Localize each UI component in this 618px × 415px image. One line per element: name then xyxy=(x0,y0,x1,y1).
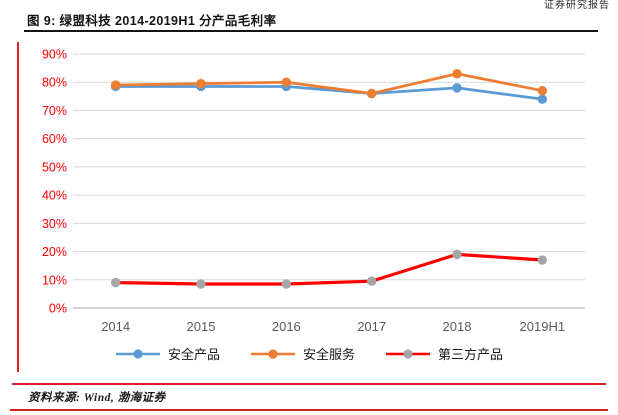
data-point xyxy=(366,88,377,99)
y-axis-tick-label: 10% xyxy=(42,273,67,287)
data-point xyxy=(281,77,292,87)
y-axis-tick-label: 40% xyxy=(42,189,67,203)
data-point xyxy=(281,279,292,289)
legend-swatch xyxy=(115,348,160,359)
legend-item: 安全产品 xyxy=(115,344,220,363)
data-point xyxy=(110,80,121,90)
x-axis-tick-label: 2018 xyxy=(443,319,472,334)
y-axis-tick-label: 0% xyxy=(49,302,67,316)
data-point xyxy=(537,255,548,265)
footer-divider-bottom xyxy=(10,409,608,411)
data-point xyxy=(537,94,548,104)
chart-legend: 安全产品 安全服务 第三方产品 xyxy=(0,344,618,363)
gross-margin-line-chart: 0% 10% 20% 30% 40% 50% 60% 70% 80% 90% 2014 2015 201… xyxy=(42,48,585,334)
data-point xyxy=(452,69,462,79)
source-note: 资料来源: Wind, 渤海证券 xyxy=(28,392,166,404)
legend-label: 第三方产品 xyxy=(438,347,504,362)
figure-left-border xyxy=(17,42,19,372)
legend-swatch xyxy=(250,348,295,359)
legend-swatch xyxy=(386,348,430,359)
data-point xyxy=(110,277,121,288)
legend-label: 安全产品 xyxy=(167,347,220,362)
series-line xyxy=(114,252,544,286)
page-header-fragment: 证券研究报告 xyxy=(544,0,610,11)
x-axis-tick-label: 2019H1 xyxy=(520,319,566,334)
y-axis-tick-label: 80% xyxy=(42,76,67,90)
y-axis-tick-label: 60% xyxy=(42,132,67,146)
x-axis-tick-label: 2014 xyxy=(101,319,130,334)
data-point xyxy=(452,249,462,260)
data-point xyxy=(196,78,206,89)
figure-title: 图 9: 绿盟科技 2014-2019H1 分产品毛利率 xyxy=(27,14,277,28)
y-axis-tick-label: 90% xyxy=(42,48,67,62)
data-point xyxy=(196,279,206,289)
legend-item: 第三方产品 xyxy=(385,344,503,363)
data-point xyxy=(537,85,548,96)
legend-label: 安全服务 xyxy=(302,347,355,362)
x-axis-tick-label: 2015 xyxy=(187,319,216,334)
x-axis-tick-label: 2016 xyxy=(272,319,301,334)
data-point xyxy=(452,83,462,93)
series-line xyxy=(114,85,544,101)
data-point xyxy=(366,276,377,286)
legend-item: 安全服务 xyxy=(250,344,355,363)
series-line xyxy=(114,72,544,95)
y-axis-tick-label: 50% xyxy=(42,160,67,174)
x-axis-tick-label: 2017 xyxy=(357,319,386,334)
footer-divider-top xyxy=(12,383,606,385)
y-axis-tick-label: 70% xyxy=(42,104,67,118)
title-underline xyxy=(24,30,598,32)
y-axis-tick-label: 20% xyxy=(42,245,67,259)
y-axis-tick-label: 30% xyxy=(42,217,67,231)
